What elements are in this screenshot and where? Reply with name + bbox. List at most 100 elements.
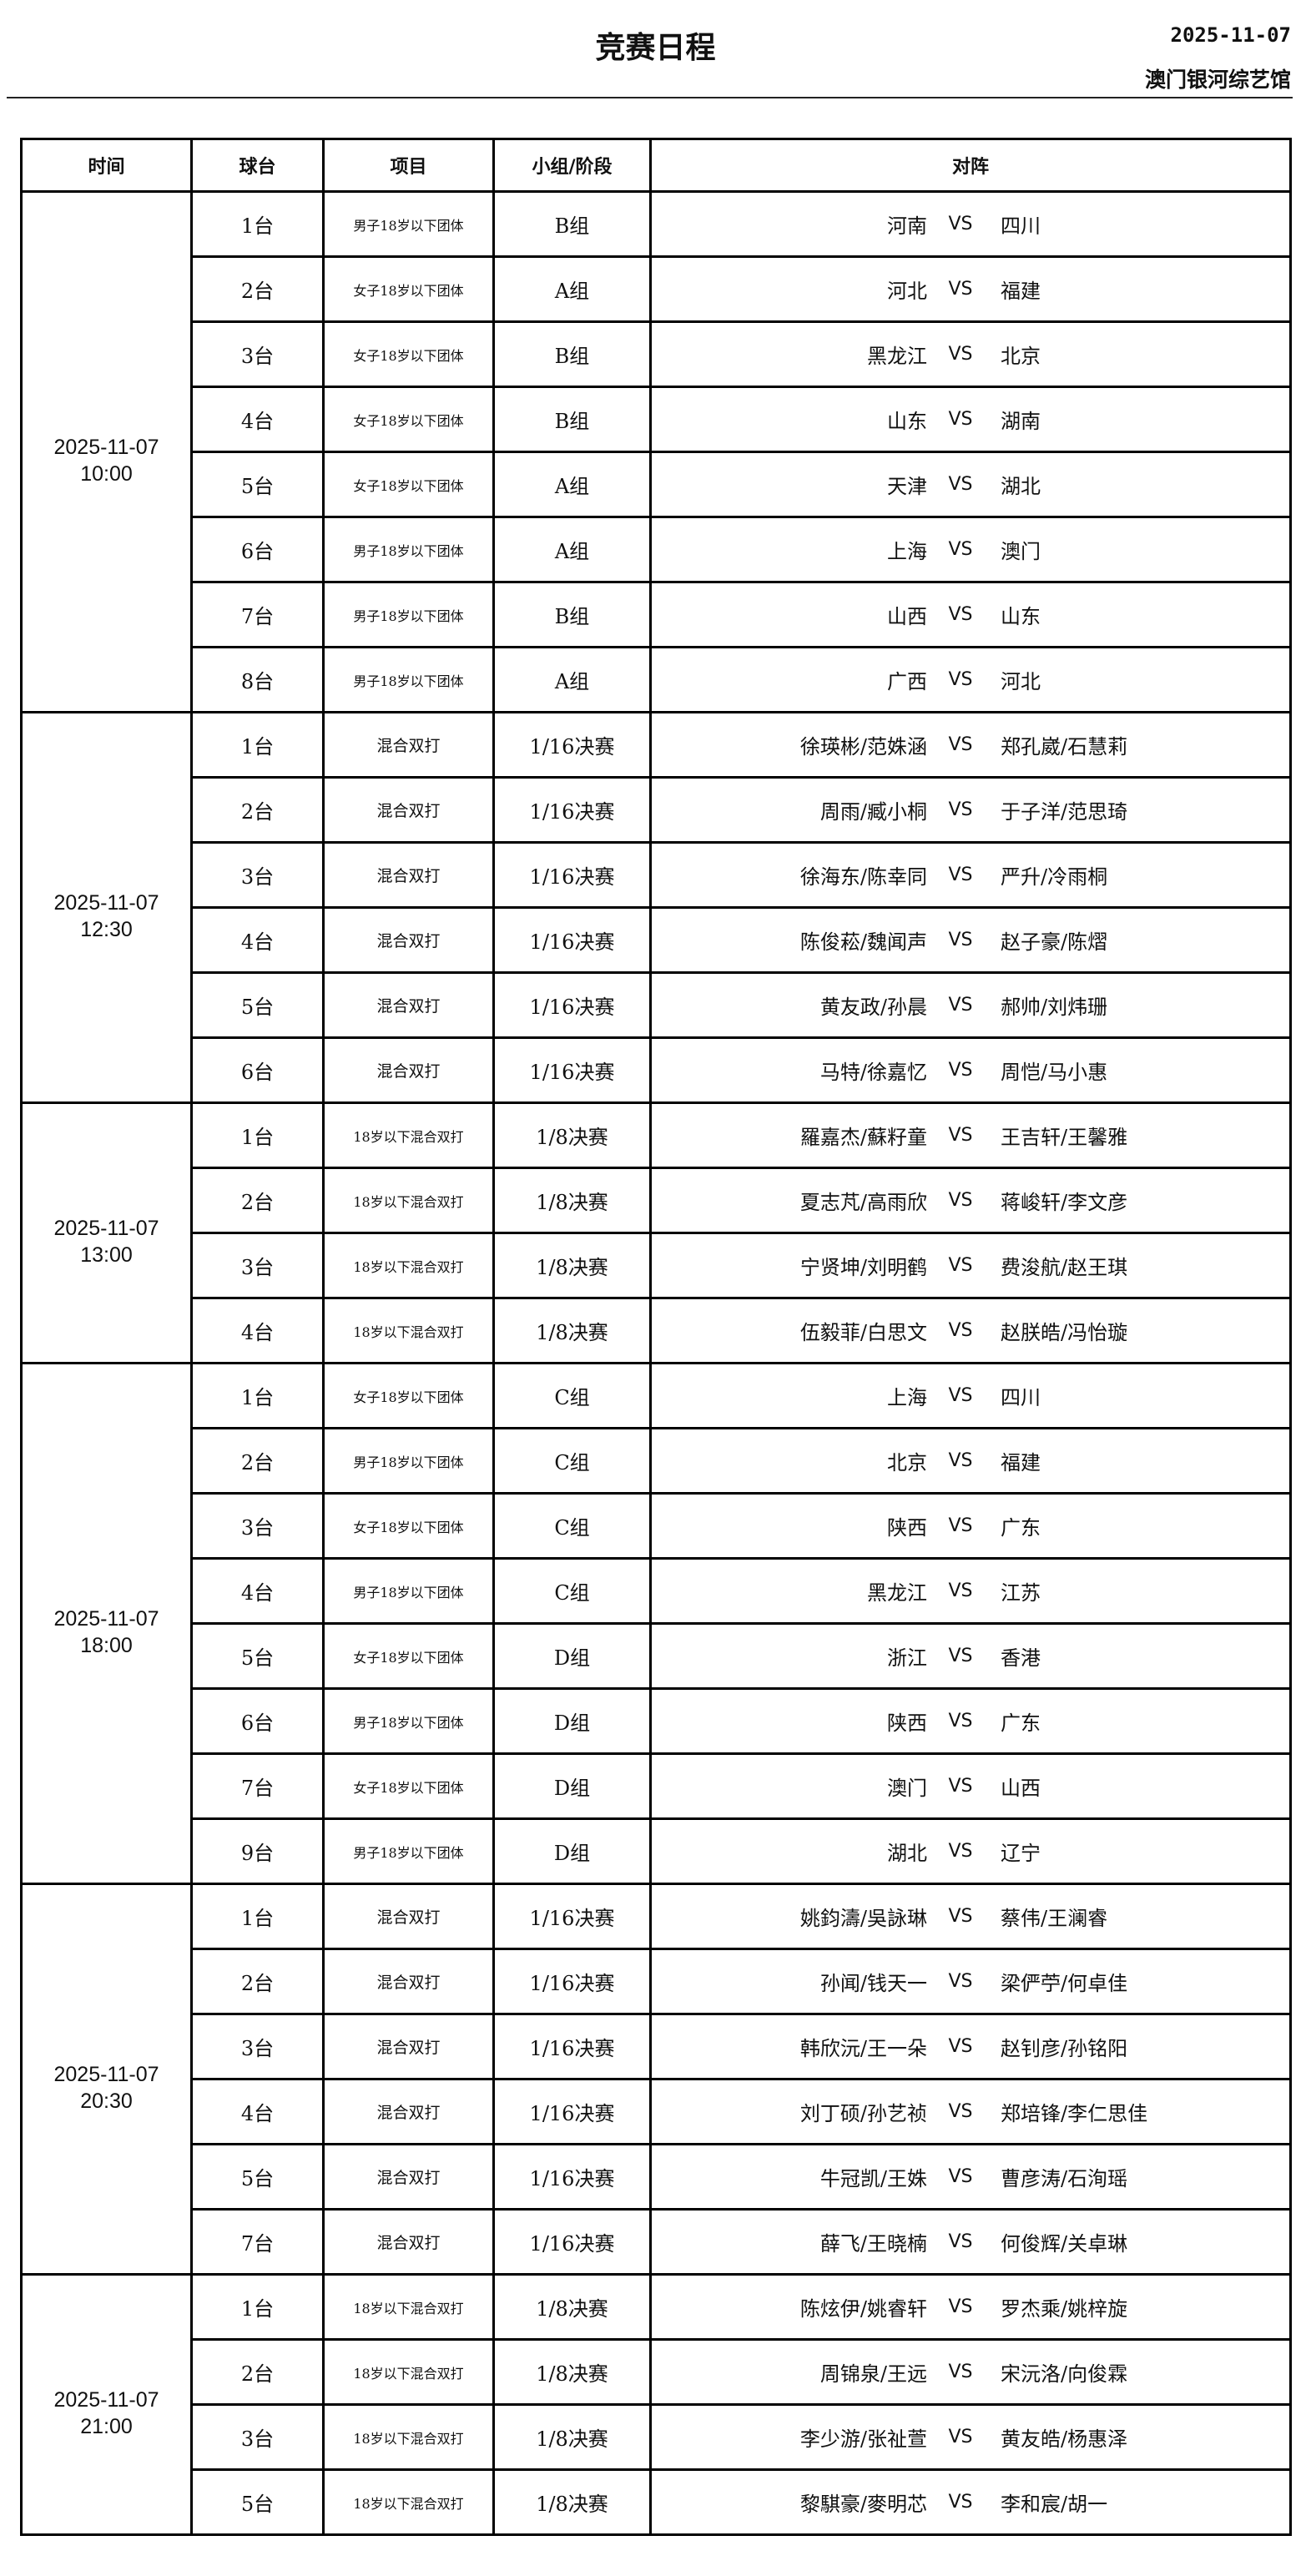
table-row: 3台 混合双打 1/16决赛 韩欣沅/王一朵 VS 赵钊彦/孙铭阳 (22, 2013, 1292, 2080)
event-name: 18岁以下混合双打 (322, 1167, 495, 1234)
table-number: 6台 (190, 1036, 325, 1104)
right-side: 江苏 (1001, 1581, 1041, 1605)
event-name: 男子18岁以下团体 (322, 1817, 495, 1885)
event-name: 男子18岁以下团体 (322, 190, 495, 258)
event-name: 混合双打 (322, 2143, 495, 2211)
left-side: 孙闻/钱天一 (819, 1972, 927, 1995)
table-number: 9台 (190, 1817, 325, 1885)
event-name: 混合双打 (322, 841, 495, 909)
matchup-cell: 姚鈞濤/吳詠琳 VS 蔡伟/王澜睿 (649, 1883, 1292, 1950)
event-name: 混合双打 (322, 2208, 495, 2276)
vs-label: VS (948, 344, 973, 365)
matchup-cell: 河北 VS 福建 (649, 255, 1292, 323)
table-number: 6台 (190, 1687, 325, 1755)
stage: 1/16决赛 (492, 971, 652, 1039)
vs-label: VS (948, 2166, 973, 2187)
vs-label: VS (948, 1450, 973, 1471)
event-name: 女子18岁以下团体 (322, 1492, 495, 1560)
table-row: 2台 18岁以下混合双打 1/8决赛 周锦泉/王远 VS 宋沅洛/向俊霖 (22, 2338, 1292, 2406)
vs-label: VS (948, 1060, 973, 1081)
vs-label: VS (948, 604, 973, 625)
stage: 1/16决赛 (492, 1948, 652, 2015)
vs-label: VS (948, 1841, 973, 1862)
left-side: 宁贤坤/刘明鹤 (799, 1256, 927, 1279)
event-name: 18岁以下混合双打 (322, 2468, 495, 2536)
left-side: 伍毅菲/白思文 (799, 1321, 927, 1344)
right-side: 福建 (1001, 280, 1041, 303)
session-time-cell: 2025-11-07 13:00 (20, 1101, 193, 1364)
right-side: 周恺/马小惠 (1001, 1061, 1108, 1084)
vs-label: VS (948, 409, 973, 430)
column-header-time: 时间 (20, 138, 193, 193)
header-venue: 澳门银河综艺馆 (1144, 68, 1291, 92)
left-side: 河南 (887, 214, 927, 238)
table-number: 1台 (190, 1883, 325, 1950)
stage: 1/16决赛 (492, 1036, 652, 1104)
left-side: 黎騏豪/麥明芯 (799, 2493, 927, 2516)
table-row: 3台 女子18岁以下团体 C组 陕西 VS 广东 (22, 1492, 1292, 1560)
right-side: 山东 (1001, 605, 1041, 628)
matchup-cell: 黑龙江 VS 北京 (649, 320, 1292, 388)
stage: D组 (492, 1817, 652, 1885)
vs-label: VS (948, 930, 973, 950)
table-number: 1台 (190, 1362, 325, 1429)
event-name: 女子18岁以下团体 (322, 1362, 495, 1429)
schedule-body: 2025-11-07 10:00 1台 男子18岁以下团体 B组 河南 VS 四川… (20, 190, 1292, 2536)
column-header-table: 球台 (190, 138, 325, 193)
right-side: 何俊辉/关卓琳 (1001, 2232, 1128, 2256)
left-side: 李少游/张祉萱 (799, 2427, 927, 2451)
table-row: 2025-11-07 12:30 1台 混合双打 1/16决赛 徐瑛彬/范姝涵 V… (20, 711, 1292, 1104)
left-side: 周锦泉/王远 (819, 2362, 927, 2386)
matchup-cell: 山东 VS 湖南 (649, 386, 1292, 453)
session-date: 2025-11-07 (53, 890, 159, 915)
event-name: 男子18岁以下团体 (322, 646, 495, 713)
table-row: 9台 男子18岁以下团体 D组 湖北 VS 辽宁 (22, 1817, 1292, 1885)
session-time-cell: 2025-11-07 21:00 (20, 2273, 193, 2536)
left-side: 夏志芃/高雨欣 (799, 1191, 927, 1214)
vs-label: VS (948, 1646, 973, 1666)
session-date: 2025-11-07 (53, 435, 159, 459)
left-side: 山西 (887, 605, 927, 628)
left-side: 韩欣沅/王一朵 (799, 2037, 927, 2060)
right-side: 澳门 (1001, 540, 1041, 563)
event-name: 混合双打 (322, 1883, 495, 1950)
stage: 1/16决赛 (492, 2078, 652, 2145)
table-number: 3台 (190, 1232, 325, 1299)
left-side: 山东 (887, 410, 927, 433)
left-side: 徐瑛彬/范姝涵 (799, 735, 927, 759)
matchup-cell: 徐瑛彬/范姝涵 VS 郑孔崴/石慧莉 (649, 711, 1292, 779)
matchup-cell: 上海 VS 四川 (649, 1362, 1292, 1429)
left-side: 上海 (887, 540, 927, 563)
table-row: 4台 混合双打 1/16决赛 刘丁硕/孙艺祯 VS 郑培锋/李仁思佳 (22, 2078, 1292, 2145)
table-row: 7台 女子18岁以下团体 D组 澳门 VS 山西 (22, 1752, 1292, 1820)
table-row: 3台 女子18岁以下团体 B组 黑龙江 VS 北京 (22, 320, 1292, 388)
stage: A组 (492, 516, 652, 583)
page-title: 竞赛日程 (595, 31, 716, 65)
table-row: 2025-11-07 18:00 1台 女子18岁以下团体 C组 上海 VS 四川 (20, 1362, 1292, 1885)
event-name: 男子18岁以下团体 (322, 516, 495, 583)
matchup-cell: 周雨/臧小桐 VS 于子洋/范思琦 (649, 776, 1292, 844)
stage: A组 (492, 255, 652, 323)
matchup-cell: 李少游/张祉萱 VS 黄友皓/杨惠泽 (649, 2403, 1292, 2471)
vs-label: VS (948, 2231, 973, 2252)
vs-label: VS (948, 2296, 973, 2317)
vs-label: VS (948, 214, 973, 234)
right-side: 广东 (1001, 1711, 1041, 1735)
session-date: 2025-11-07 (53, 2387, 159, 2412)
table-number: 2台 (190, 2338, 325, 2406)
table-row: 2台 混合双打 1/16决赛 孙闻/钱天一 VS 梁俨苧/何卓佳 (22, 1948, 1292, 2015)
left-side: 刘丁硕/孙艺祯 (799, 2102, 927, 2125)
matchup-cell: 牛冠凯/王姝 VS 曹彦涛/石洵瑶 (649, 2143, 1292, 2211)
matchup-cell: 羅嘉杰/蘇籽童 VS 王吉轩/王馨雅 (649, 1101, 1292, 1169)
stage: 1/16决赛 (492, 2208, 652, 2276)
session-date: 2025-11-07 (53, 2062, 159, 2086)
matchup-cell: 马特/徐嘉忆 VS 周恺/马小惠 (649, 1036, 1292, 1104)
left-side: 澳门 (887, 1777, 927, 1800)
session-time: 12:30 (80, 917, 133, 941)
stage: D组 (492, 1752, 652, 1820)
stage: 1/16决赛 (492, 906, 652, 974)
session-time: 21:00 (80, 2414, 133, 2438)
table-row: 2台 女子18岁以下团体 A组 河北 VS 福建 (22, 255, 1292, 323)
table-number: 5台 (190, 451, 325, 518)
table-row: 4台 男子18岁以下团体 C组 黑龙江 VS 江苏 (22, 1557, 1292, 1625)
